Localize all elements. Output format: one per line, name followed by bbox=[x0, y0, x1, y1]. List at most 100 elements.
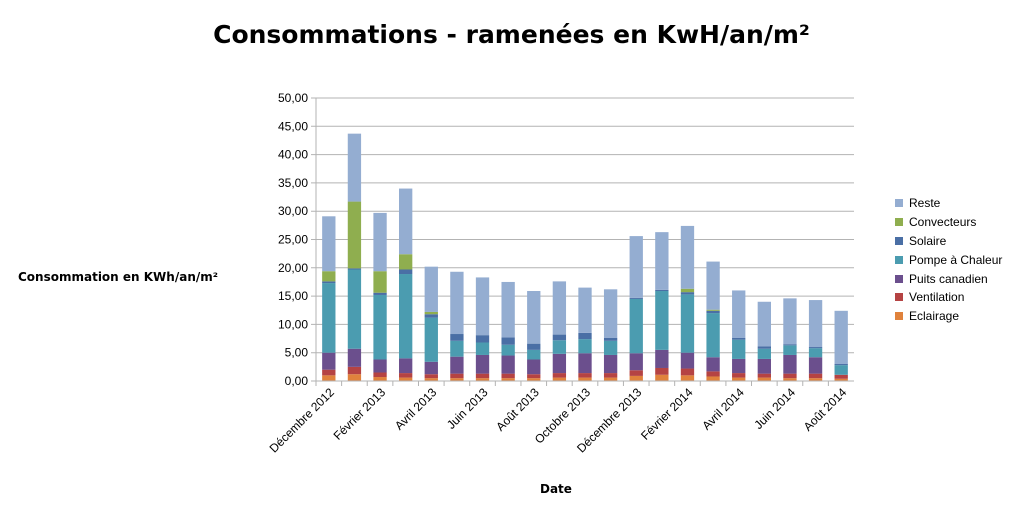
bar-segment bbox=[552, 340, 567, 354]
bar-segment bbox=[629, 353, 643, 371]
bar-segment bbox=[680, 288, 695, 293]
bar-segment bbox=[834, 378, 848, 381]
chart-legend: Reste Convecteurs Solaire Pompe à Chaleur Pu… bbox=[895, 194, 1002, 326]
bar-segment bbox=[399, 254, 413, 270]
bar-segment bbox=[552, 373, 567, 378]
bar-segment bbox=[783, 298, 797, 345]
bar-segment bbox=[783, 354, 797, 374]
bar-segment bbox=[450, 340, 464, 357]
x-tick-label: Avril 2013 bbox=[392, 385, 440, 433]
bar-segment bbox=[603, 337, 618, 341]
bar-segment bbox=[450, 356, 464, 374]
bar-segment bbox=[322, 369, 336, 376]
bar-segment bbox=[527, 378, 541, 381]
bar-segment bbox=[527, 343, 541, 350]
bar-segment bbox=[680, 294, 695, 353]
bar-segment bbox=[757, 377, 771, 381]
legend-swatch bbox=[895, 274, 903, 283]
bar-segment bbox=[322, 352, 336, 370]
bar-segment bbox=[680, 375, 695, 381]
bar-segment bbox=[629, 297, 643, 299]
bar-segment bbox=[424, 374, 438, 379]
bar-segment bbox=[834, 364, 848, 366]
legend-label: Ventilation bbox=[909, 290, 965, 305]
bar-segment bbox=[347, 133, 362, 202]
bar-segment bbox=[603, 377, 618, 381]
y-tick-label: 0,00 bbox=[285, 374, 309, 388]
bar-segment bbox=[808, 357, 823, 374]
bar-segment bbox=[706, 313, 720, 358]
legend-swatch bbox=[895, 293, 903, 302]
bar-segment bbox=[629, 375, 643, 381]
bar-segment bbox=[655, 291, 669, 350]
x-tick-label: Février 2013 bbox=[331, 385, 389, 443]
bar-segment bbox=[450, 373, 464, 379]
legend-swatch bbox=[895, 218, 903, 227]
legend-item: Pompe à Chaleur bbox=[895, 250, 1002, 269]
bar-segment bbox=[706, 261, 720, 310]
bar-segment bbox=[424, 314, 438, 318]
bar-segment bbox=[732, 290, 746, 338]
bar-segment bbox=[552, 334, 567, 341]
bar-segment bbox=[347, 366, 362, 375]
bar-segment bbox=[808, 378, 823, 381]
bar-segment bbox=[808, 348, 823, 358]
bar-segment bbox=[424, 361, 438, 375]
bar-segment bbox=[732, 358, 746, 374]
y-tick-label: 10,00 bbox=[278, 317, 308, 331]
bar-segment bbox=[475, 373, 490, 379]
bar-segment bbox=[501, 378, 515, 381]
bar-segment bbox=[834, 365, 848, 375]
x-tick-label: Août 2013 bbox=[493, 385, 542, 434]
legend-item: Convecteurs bbox=[895, 213, 1002, 232]
legend-swatch bbox=[895, 255, 903, 264]
bar-segment bbox=[706, 376, 720, 381]
bar-segment bbox=[603, 340, 618, 355]
x-tick-label: Février 2014 bbox=[638, 385, 696, 443]
bar-segment bbox=[424, 311, 438, 315]
bar-segment bbox=[552, 353, 567, 374]
bar-segment bbox=[527, 349, 541, 360]
bar-segment bbox=[578, 373, 592, 378]
x-tick-label: Juin 2013 bbox=[444, 385, 491, 432]
bar-segment bbox=[347, 348, 362, 367]
y-tick-label: 45,00 bbox=[278, 119, 308, 133]
bar-segment bbox=[680, 352, 695, 369]
bar-segment bbox=[706, 371, 720, 377]
legend-label: Eclairage bbox=[909, 309, 960, 324]
bar-segment bbox=[706, 357, 720, 372]
bar-segment bbox=[399, 188, 413, 255]
legend-item: Solaire bbox=[895, 232, 1002, 251]
bar-segment bbox=[578, 332, 592, 340]
bar-segment bbox=[347, 269, 362, 349]
legend-label: Solaire bbox=[909, 233, 947, 248]
x-tick-label: Avril 2014 bbox=[699, 385, 747, 433]
x-tick-label: Août 2014 bbox=[801, 385, 850, 434]
bar-segment bbox=[373, 372, 387, 378]
bar-segment bbox=[501, 337, 515, 345]
bar-segment bbox=[475, 378, 490, 381]
bar-segment bbox=[424, 317, 438, 362]
bar-segment bbox=[399, 274, 413, 359]
bar-segment bbox=[783, 344, 797, 346]
bar-segment bbox=[399, 269, 413, 275]
bar-segment bbox=[706, 309, 720, 311]
bar-segment bbox=[501, 344, 515, 356]
bar-segment bbox=[552, 377, 567, 381]
bar-segment bbox=[322, 375, 336, 381]
bar-segment bbox=[578, 287, 592, 333]
bar-segment bbox=[424, 266, 438, 312]
bar-segment bbox=[373, 212, 387, 272]
bar-segment bbox=[834, 310, 848, 365]
bar-segment bbox=[757, 373, 771, 378]
bar-segment bbox=[475, 354, 490, 374]
y-tick-label: 35,00 bbox=[278, 176, 308, 190]
bar-segment bbox=[655, 374, 669, 381]
y-tick-label: 5,00 bbox=[285, 346, 309, 360]
bar-segment bbox=[706, 310, 720, 314]
bar-segment bbox=[808, 300, 823, 348]
bar-segment bbox=[527, 374, 541, 379]
bar-segment bbox=[655, 349, 669, 368]
bar-segment bbox=[527, 359, 541, 375]
